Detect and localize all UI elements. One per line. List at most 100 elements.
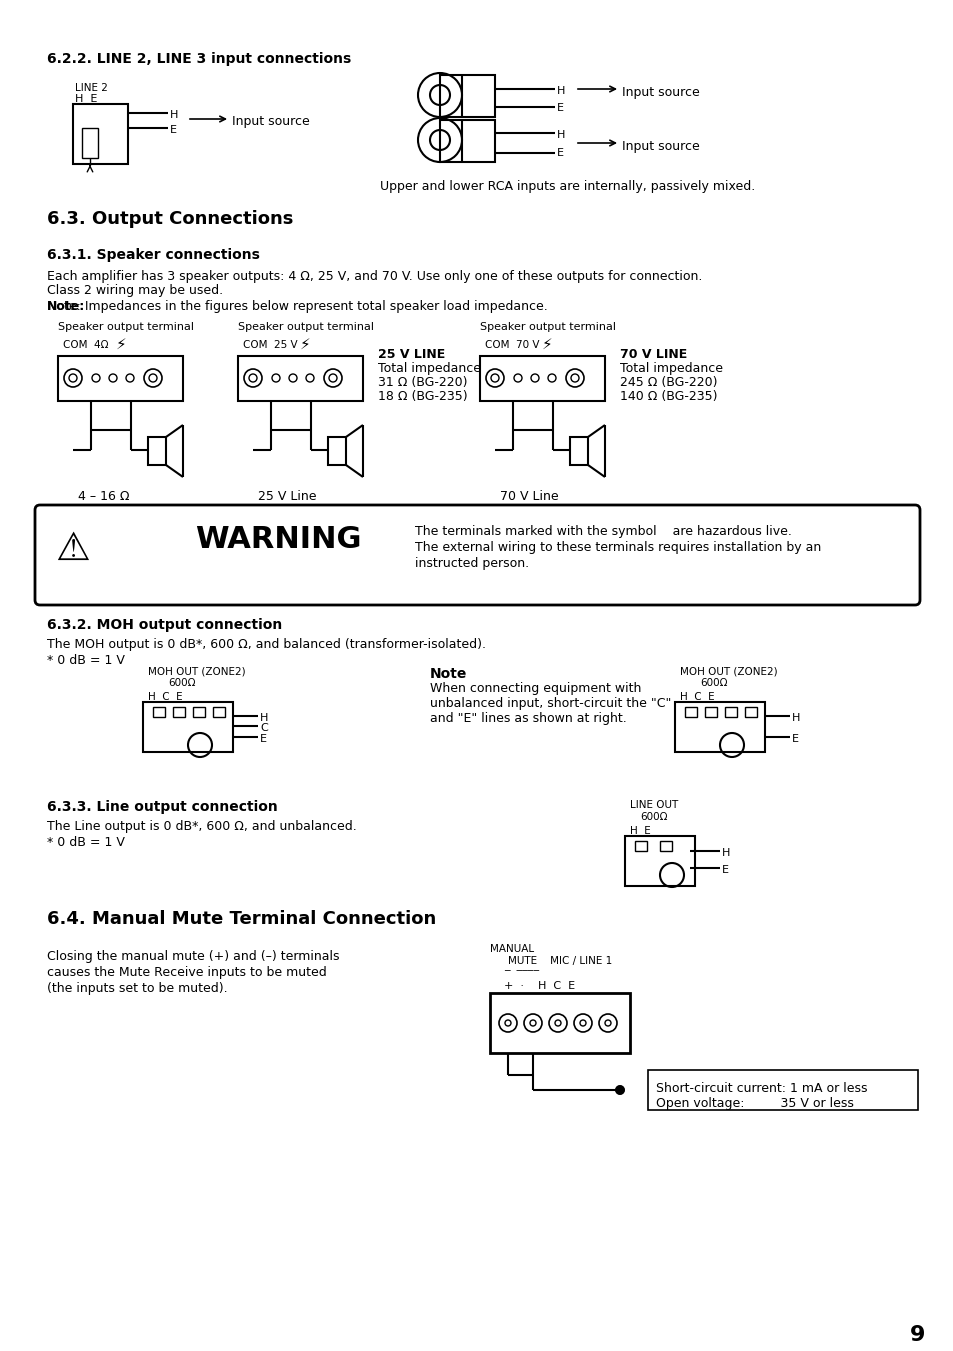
Text: 600Ω: 600Ω xyxy=(168,678,195,688)
Text: ⚡: ⚡ xyxy=(541,336,552,353)
Text: H: H xyxy=(791,713,800,723)
Text: COM  25 V: COM 25 V xyxy=(243,340,297,350)
Text: H: H xyxy=(557,130,565,141)
Bar xyxy=(58,357,183,401)
Text: instructed person.: instructed person. xyxy=(415,557,529,570)
Text: Upper and lower RCA inputs are internally, passively mixed.: Upper and lower RCA inputs are internall… xyxy=(379,180,755,193)
Text: Note:: Note: xyxy=(47,300,85,313)
Text: 6.3. Output Connections: 6.3. Output Connections xyxy=(47,209,294,228)
Text: The MOH output is 0 dB*, 600 Ω, and balanced (transformer-isolated).: The MOH output is 0 dB*, 600 Ω, and bala… xyxy=(47,638,485,651)
Text: H: H xyxy=(721,848,730,858)
Text: The terminals marked with the symbol    are hazardous live.: The terminals marked with the symbol are… xyxy=(415,526,791,538)
Text: 9: 9 xyxy=(909,1325,924,1346)
Text: When connecting equipment with: When connecting equipment with xyxy=(430,682,640,694)
Bar xyxy=(193,707,205,717)
Text: Input source: Input source xyxy=(621,86,699,99)
Text: 140 Ω (BG-235): 140 Ω (BG-235) xyxy=(619,390,717,403)
Text: 600Ω: 600Ω xyxy=(700,678,727,688)
Text: ⚠: ⚠ xyxy=(55,530,90,567)
Text: 6.3.2. MOH output connection: 6.3.2. MOH output connection xyxy=(47,617,282,632)
Text: 4 – 16 Ω: 4 – 16 Ω xyxy=(78,490,130,503)
Text: E: E xyxy=(721,865,728,875)
Text: Short-circuit current: 1 mA or less: Short-circuit current: 1 mA or less xyxy=(656,1082,866,1096)
Text: E: E xyxy=(170,126,177,135)
Bar xyxy=(328,436,346,465)
Bar xyxy=(152,707,165,717)
Text: WARNING: WARNING xyxy=(194,526,361,554)
Text: H  E: H E xyxy=(75,95,97,104)
Bar xyxy=(744,707,757,717)
Text: C: C xyxy=(260,723,268,734)
Bar xyxy=(237,357,363,401)
Text: LINE OUT: LINE OUT xyxy=(629,800,678,811)
Text: MOH OUT (ZONE2): MOH OUT (ZONE2) xyxy=(679,667,777,677)
Text: and "E" lines as shown at right.: and "E" lines as shown at right. xyxy=(430,712,626,725)
Bar xyxy=(490,993,629,1052)
Bar xyxy=(659,842,671,851)
Bar xyxy=(172,707,185,717)
Text: causes the Mute Receive inputs to be muted: causes the Mute Receive inputs to be mut… xyxy=(47,966,327,979)
Text: E: E xyxy=(557,149,563,158)
Bar xyxy=(143,703,233,753)
Bar xyxy=(724,707,737,717)
Text: * 0 dB = 1 V: * 0 dB = 1 V xyxy=(47,654,125,667)
Text: The Line output is 0 dB*, 600 Ω, and unbalanced.: The Line output is 0 dB*, 600 Ω, and unb… xyxy=(47,820,356,834)
Text: E: E xyxy=(557,103,563,113)
Text: COM  70 V: COM 70 V xyxy=(484,340,539,350)
Text: Speaker output terminal: Speaker output terminal xyxy=(58,322,193,332)
Text: (the inputs set to be muted).: (the inputs set to be muted). xyxy=(47,982,228,994)
Text: MOH OUT (ZONE2): MOH OUT (ZONE2) xyxy=(148,667,245,677)
Text: H: H xyxy=(557,86,565,96)
Text: H  E: H E xyxy=(629,825,650,836)
Bar xyxy=(479,357,604,401)
Bar xyxy=(704,707,717,717)
Text: Input source: Input source xyxy=(232,115,310,128)
Text: Open voltage:         35 V or less: Open voltage: 35 V or less xyxy=(656,1097,853,1111)
Text: MANUAL: MANUAL xyxy=(490,944,534,954)
Text: Input source: Input source xyxy=(621,141,699,153)
Text: ‾  ‾‾‾‾: ‾ ‾‾‾‾ xyxy=(503,970,538,979)
Text: unbalanced input, short-circuit the "C": unbalanced input, short-circuit the "C" xyxy=(430,697,671,711)
Bar xyxy=(684,707,697,717)
Text: ⚡: ⚡ xyxy=(116,336,127,353)
Text: H: H xyxy=(260,713,268,723)
Text: 6.3.3. Line output connection: 6.3.3. Line output connection xyxy=(47,800,277,815)
Text: LINE 2: LINE 2 xyxy=(75,82,108,93)
FancyBboxPatch shape xyxy=(35,505,919,605)
Bar xyxy=(148,436,166,465)
Text: Note: Impedances in the figures below represent total speaker load impedance.: Note: Impedances in the figures below re… xyxy=(47,300,547,313)
Bar xyxy=(439,120,495,162)
Text: 31 Ω (BG-220): 31 Ω (BG-220) xyxy=(377,376,467,389)
Text: 70 V Line: 70 V Line xyxy=(499,490,558,503)
Text: Total impedance: Total impedance xyxy=(619,362,722,376)
Text: 18 Ω (BG-235): 18 Ω (BG-235) xyxy=(377,390,467,403)
Text: 25 V LINE: 25 V LINE xyxy=(377,349,445,361)
Bar xyxy=(647,1070,917,1111)
Text: 25 V Line: 25 V Line xyxy=(257,490,316,503)
Text: E: E xyxy=(260,734,267,744)
Bar xyxy=(213,707,225,717)
Text: ⚡: ⚡ xyxy=(299,336,311,353)
Text: 600Ω: 600Ω xyxy=(639,812,667,821)
Bar xyxy=(73,104,128,163)
Text: H: H xyxy=(170,109,178,120)
Text: Each amplifier has 3 speaker outputs: 4 Ω, 25 V, and 70 V. Use only one of these: Each amplifier has 3 speaker outputs: 4 … xyxy=(47,270,701,282)
Text: +  ·    H  C  E: + · H C E xyxy=(503,981,575,992)
Text: Speaker output terminal: Speaker output terminal xyxy=(237,322,374,332)
Text: H  C  E: H C E xyxy=(679,692,714,703)
Circle shape xyxy=(616,1086,623,1094)
Bar xyxy=(569,436,587,465)
Text: E: E xyxy=(791,734,799,744)
Bar xyxy=(82,128,98,158)
Text: MUTE    MIC / LINE 1: MUTE MIC / LINE 1 xyxy=(507,957,612,966)
Text: 6.3.1. Speaker connections: 6.3.1. Speaker connections xyxy=(47,249,259,262)
Bar xyxy=(624,836,695,886)
Text: Note: Note xyxy=(430,667,467,681)
Text: 70 V LINE: 70 V LINE xyxy=(619,349,686,361)
Bar xyxy=(439,76,495,118)
Text: Total impedance: Total impedance xyxy=(377,362,480,376)
Text: Speaker output terminal: Speaker output terminal xyxy=(479,322,616,332)
Text: COM  4Ω: COM 4Ω xyxy=(63,340,109,350)
Bar xyxy=(635,842,646,851)
Text: Closing the manual mute (+) and (–) terminals: Closing the manual mute (+) and (–) term… xyxy=(47,950,339,963)
